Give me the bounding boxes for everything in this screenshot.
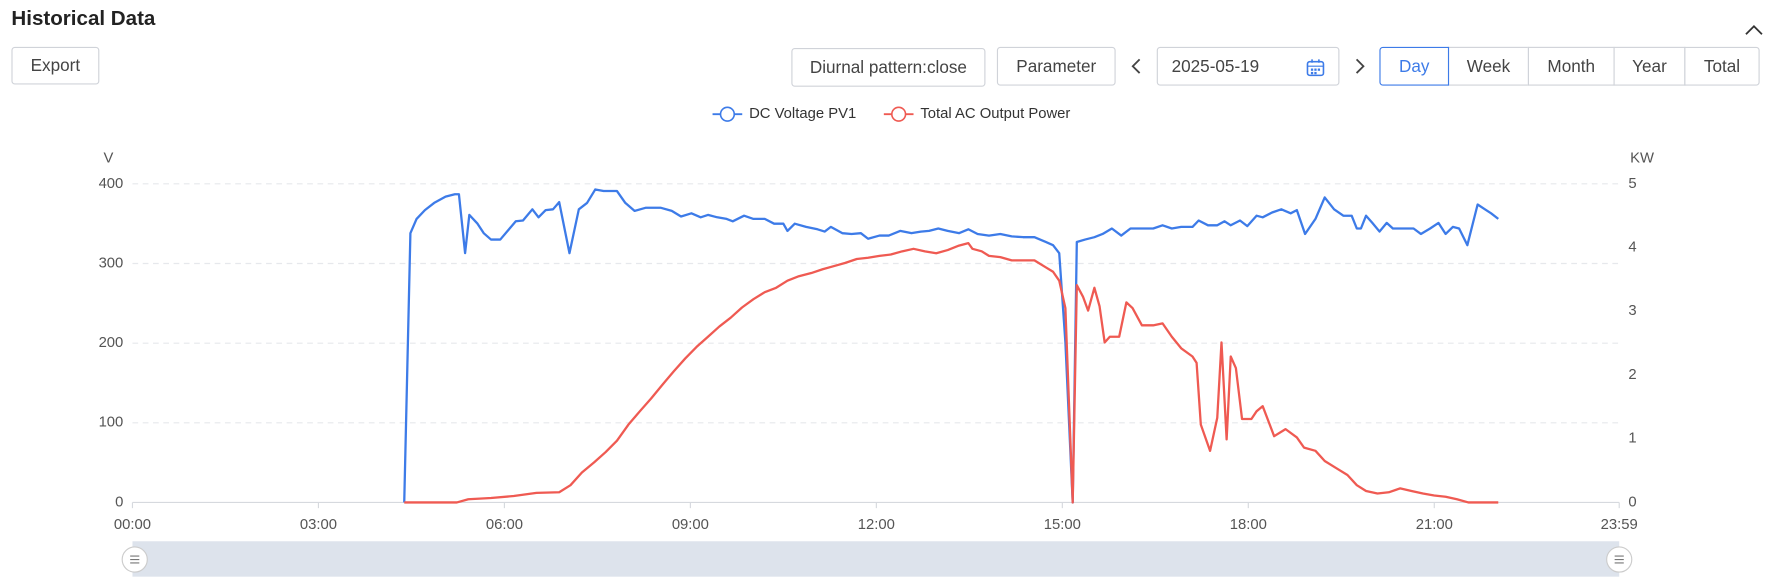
x-tick-label: 00:00 [114, 517, 151, 533]
period-button[interactable]: Day [1379, 46, 1450, 86]
collapse-icon[interactable] [1745, 24, 1763, 35]
y-tick-label: 100 [99, 415, 124, 431]
date-picker[interactable]: 2025-05-19 [1156, 46, 1340, 86]
prev-date[interactable] [1129, 57, 1143, 75]
y-tick-label: 200 [99, 335, 124, 351]
x-tick-label: 12:00 [858, 517, 895, 533]
x-tick-label: 21:00 [1416, 517, 1453, 533]
zoom-slider[interactable] [132, 541, 1620, 577]
x-tick-label: 15:00 [1044, 517, 1081, 533]
period-button[interactable]: Total [1684, 46, 1760, 86]
period-button[interactable]: Month [1527, 46, 1615, 86]
date-value: 2025-05-19 [1171, 56, 1260, 76]
y-tick-label: 0 [115, 494, 123, 510]
y2-axis-label: KW [1630, 151, 1654, 167]
y2-tick-label: 4 [1628, 239, 1636, 255]
legend-marker [891, 106, 907, 122]
x-tick-label: 06:00 [486, 517, 523, 533]
y2-tick-label: 1 [1628, 431, 1636, 447]
x-tick-label: 18:00 [1230, 517, 1267, 533]
x-tick-label: 23:59 [1601, 517, 1638, 533]
y-tick-label: 300 [99, 255, 124, 271]
zoom-handle[interactable] [121, 546, 148, 573]
x-tick-label: 09:00 [672, 517, 709, 533]
calendar-icon [1306, 59, 1325, 77]
next-date[interactable] [1353, 57, 1367, 75]
legend-label: DC Voltage PV1 [749, 106, 856, 122]
y-tick-label: 400 [99, 176, 124, 192]
legend-marker [719, 106, 736, 122]
y2-tick-label: 2 [1628, 367, 1636, 383]
diurnal-button[interactable]: Diurnal pattern:close [791, 47, 986, 87]
series-line [404, 241, 1499, 504]
x-tick-label: 03:00 [300, 517, 337, 533]
export-button[interactable]: Export [11, 46, 100, 85]
parameter-button[interactable]: Parameter [996, 46, 1116, 86]
zoom-handle[interactable] [1606, 546, 1633, 573]
y2-tick-label: 0 [1628, 494, 1636, 510]
page-title: Historical Data [11, 6, 156, 30]
legend-label: Total AC Output Power [920, 106, 1070, 122]
y2-tick-label: 3 [1628, 303, 1636, 319]
legend-item[interactable]: DC Voltage PV1 [712, 106, 857, 122]
y2-tick-label: 5 [1628, 176, 1636, 192]
y-axis-label: V [104, 151, 114, 167]
legend-item[interactable]: Total AC Output Power [883, 106, 1071, 122]
series-line [403, 188, 1499, 504]
